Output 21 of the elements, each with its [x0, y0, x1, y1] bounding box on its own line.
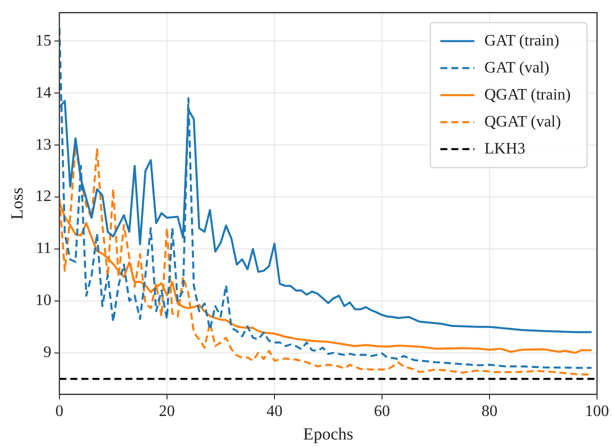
- legend-label: QGAT (val): [484, 113, 561, 130]
- y-tick-label: 12: [35, 188, 52, 206]
- x-tick-label: 100: [585, 403, 609, 420]
- y-tick-label: 14: [35, 84, 52, 102]
- x-tick-label: 60: [374, 403, 390, 420]
- legend-label: GAT (train): [484, 32, 560, 50]
- legend-label: GAT (val): [484, 59, 550, 76]
- y-axis-title: Loss: [8, 187, 27, 220]
- y-tick-label: 11: [36, 240, 52, 258]
- x-tick-label: 0: [55, 403, 64, 420]
- x-tick-label: 20: [158, 403, 175, 420]
- y-tick-label: 9: [43, 344, 52, 362]
- legend-label: QGAT (train): [484, 86, 571, 104]
- y-tick-label: 10: [35, 292, 52, 310]
- legend-label: LKH3: [484, 140, 526, 158]
- x-tick-label: 40: [266, 403, 282, 420]
- x-tick-label: 80: [481, 403, 498, 420]
- y-tick-label: 13: [35, 136, 52, 154]
- y-tick-label: 15: [35, 32, 52, 50]
- line-series: [59, 27, 593, 369]
- x-axis-title: Epochs: [303, 424, 354, 444]
